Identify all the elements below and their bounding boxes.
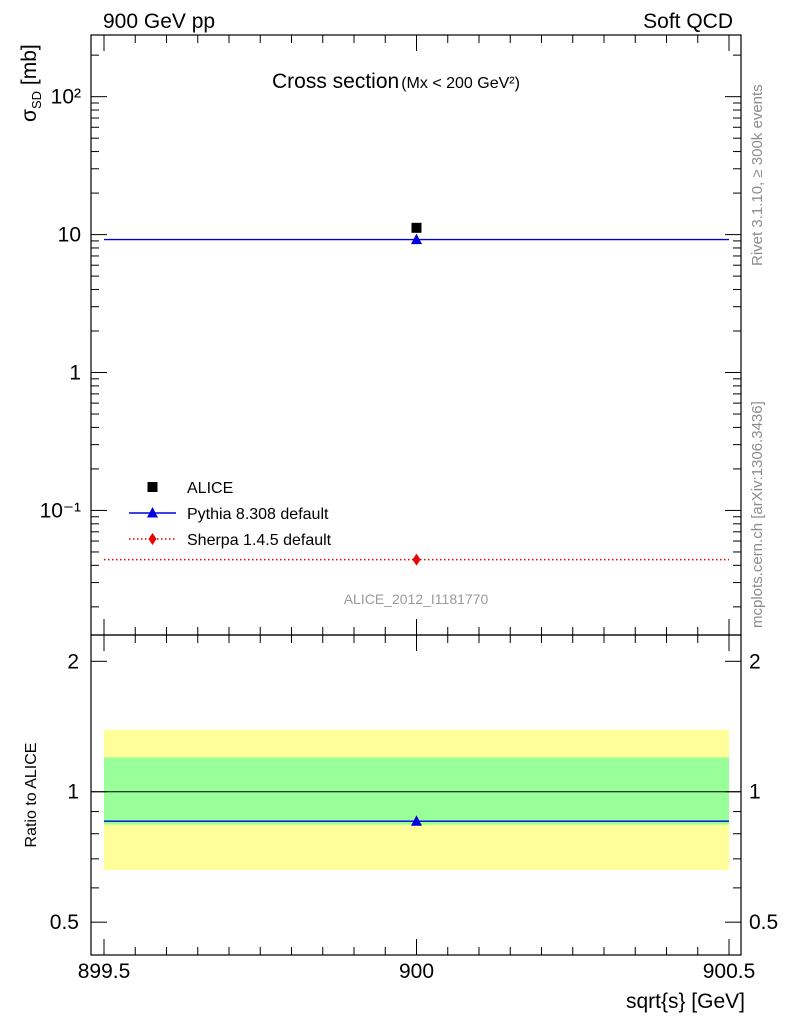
header-right: Soft QCD (643, 10, 733, 33)
legend-label-0: ALICE (187, 480, 233, 497)
legend: ALICE Pythia 8.308 default Sherpa 1.4.5 de… (129, 480, 332, 549)
main-axes: 10⁻¹ 1 10 10² (40, 34, 742, 636)
ratio-data-point-0 (411, 815, 422, 826)
rivet-version-label: Rivet 3.1.10, ≥ 300k events (749, 84, 766, 266)
ratio-y-tick-label: 2 (67, 650, 79, 673)
x-tick-label: 900 (399, 960, 434, 983)
x-axis-label: sqrt{s} [GeV] (626, 990, 745, 1013)
data-point-1 (411, 233, 422, 245)
ratio-y-tick-label: 1 (67, 781, 79, 804)
main-y-axis-label: σSD [mb] (18, 44, 44, 122)
ratio-y-tick-label-right: 0.5 (749, 911, 778, 934)
ratio-y-tick-label: 0.5 (50, 911, 79, 934)
ratio-y-tick-label-right: 1 (749, 781, 761, 804)
ratio-marks (104, 815, 729, 826)
data-point-2 (412, 553, 421, 566)
legend-marker-1 (147, 507, 158, 518)
x-tick-label: 900.5 (703, 960, 756, 983)
main-y-tick-label: 10⁻¹ (40, 499, 81, 522)
x-tick-label: 899.5 (78, 960, 131, 983)
main-y-tick-label: 10 (58, 224, 81, 247)
legend-label-2: Sherpa 1.4.5 default (187, 532, 332, 549)
ratio-bands (91, 729, 741, 870)
data-point-0 (411, 222, 422, 233)
legend-marker-0 (147, 482, 158, 492)
main-y-tick-label: 1 (69, 362, 81, 385)
ratio-axes: 0.5 0.5 1 1 2 2 899.5 900 900.5 (50, 634, 778, 983)
main-panel: Cross section (Mx < 200 GeV²) 10⁻¹11010² … (18, 34, 742, 636)
main-chart-title: Cross section (Mx < 200 GeV²) (272, 70, 520, 93)
analysis-watermark: ALICE_2012_I1181770 (344, 591, 489, 607)
header-left: 900 GeV pp (103, 10, 215, 33)
legend-marker-2 (148, 533, 157, 545)
ratio-y-tick-label-right: 2 (749, 650, 761, 673)
ratio-y-axis-label: Ratio to ALICE (23, 743, 40, 848)
ratio-band-stat+sys (104, 757, 729, 825)
ratio-panel: 0.5 0.5 1 1 2 2 899.5 900 900.5 Ratio to ALICE s… (23, 634, 778, 1013)
main-marks (104, 222, 729, 566)
mcplots-label: mcplots.cern.ch [arXiv:1306.3436] (749, 401, 766, 628)
main-chart-subtitle: (Mx < 200 GeV²) (401, 75, 520, 92)
legend-label-1: Pythia 8.308 default (187, 506, 329, 523)
main-y-tick-label: 10² (51, 86, 81, 109)
